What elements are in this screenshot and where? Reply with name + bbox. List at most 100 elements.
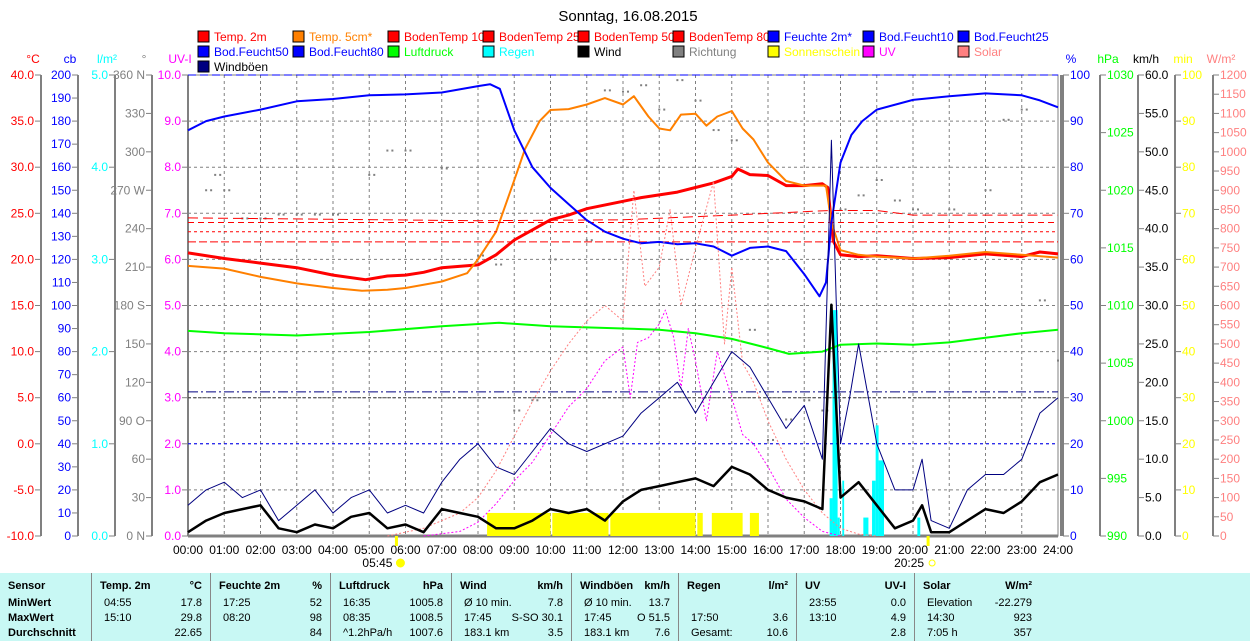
axis-tick-label: 350 (1220, 395, 1240, 409)
direction-dot (1062, 359, 1064, 362)
legend-swatch (482, 30, 495, 43)
direction-dot (821, 409, 824, 412)
legend-label: Bod.Feucht80 (309, 45, 384, 59)
axis-tick-label: 240 (125, 222, 145, 236)
direction-dot (803, 399, 806, 402)
direction-dot (790, 418, 793, 421)
rain-bar (872, 480, 876, 536)
direction-dot (844, 208, 847, 211)
axis-tick-label: 40.0 (11, 68, 35, 82)
rain-bar (863, 517, 869, 536)
direction-dot (839, 208, 842, 211)
axis-unit-sun: min (1173, 52, 1192, 66)
axis-tick-label: 4.0 (164, 345, 181, 359)
axis-tick-label: 20.0 (1145, 375, 1169, 389)
direction-dot (989, 189, 992, 192)
axis-tick-label: 60 (58, 391, 72, 405)
axis-tick-label: 1025 (1107, 126, 1134, 140)
cell-left: 04:55 (104, 597, 132, 609)
column-title: Temp. 2m (100, 580, 151, 592)
cell-value: 84 (309, 627, 322, 639)
axis-unit-wind: km/h (1133, 52, 1159, 66)
direction-dot (748, 328, 751, 331)
cell-value: 0.0 (890, 597, 906, 609)
direction-dot (862, 194, 865, 197)
column-title: Solar (923, 580, 951, 592)
axis-tick-label: 8.0 (164, 160, 181, 174)
legend-label: Feuchte 2m* (784, 30, 852, 44)
table-column-wind: Wind km/h Ø 10 min. 7.8 17:45 S-SO 30.1 183.1 … (451, 573, 571, 641)
axis-tick-label: 90 (58, 322, 72, 336)
axis-tick-label: 330 (125, 106, 145, 120)
axis-unit-rain: l/m² (97, 52, 117, 66)
axis-tick-label: 9.0 (164, 114, 181, 128)
legend-label: Regen (499, 45, 534, 59)
x-tick-label: 19:00 (862, 543, 892, 557)
axis-tick-label: 30.0 (1145, 299, 1169, 313)
axis-tick-label: 80 (1182, 160, 1196, 174)
cell-left: 08:35 (343, 612, 371, 624)
direction-dot (368, 173, 371, 176)
column-title: Windböen (580, 580, 634, 592)
row-label-min: MinWert (8, 597, 52, 609)
x-tick-label: 03:00 (282, 543, 312, 557)
legend-label: Richtung (689, 45, 736, 59)
legend-swatch (767, 45, 780, 58)
axis-tick-label: 5.0 (164, 299, 181, 313)
axis-tick-label: 50.0 (1145, 145, 1169, 159)
axis-tick-label: 1050 (1220, 126, 1247, 140)
cell-value: 357 (1013, 627, 1032, 639)
legend-swatch (577, 45, 590, 58)
axis-tick-label: 70 (1182, 206, 1196, 220)
sunset-label: 20:25 (894, 556, 924, 570)
axis-tick-label: 2.0 (91, 345, 108, 359)
axis-tick-label: 950 (1220, 164, 1240, 178)
legend-label: Bod.Feucht50 (214, 45, 289, 59)
axis-tick-label: 60 (132, 452, 146, 466)
axis-tick-label: 6.0 (164, 252, 181, 266)
x-tick-label: 09:00 (499, 543, 529, 557)
row-labels-column: Sensor MinWert MaxWert Durchschnitt (0, 573, 91, 641)
legend-label: BodenTemp 80 (689, 30, 770, 44)
axis-tick-label: 30 (132, 491, 146, 505)
x-tick-label: 13:00 (644, 543, 674, 557)
axis-tick-label: 2.0 (164, 437, 181, 451)
axis-tick-label: 190 (51, 91, 71, 105)
table-column-uv: UV UV-I 23:55 0.0 13:10 4.9 2.8 (796, 573, 914, 641)
axis-tick-label: 50 (1070, 299, 1084, 313)
x-tick-label: 02:00 (245, 543, 275, 557)
axis-tick-label: 600 (1220, 299, 1240, 313)
axis-tick-label: 4.0 (91, 160, 108, 174)
cell-value: 1008.5 (409, 612, 443, 624)
cell-value: 22.65 (174, 627, 202, 639)
axis-tick-label: 200 (1220, 452, 1240, 466)
axis-tick-label: 10 (1070, 483, 1084, 497)
x-tick-label: 14:00 (680, 543, 710, 557)
rain-bar (875, 425, 879, 536)
axis-tick-label: 150 (51, 183, 71, 197)
legend-label: Bod.Feucht10 (879, 30, 954, 44)
axis-tick-label: 40 (1182, 345, 1196, 359)
cell-left: 17:25 (223, 597, 251, 609)
direction-dot (440, 167, 443, 170)
column-unit: km/h (537, 580, 563, 592)
cell-value: 17.8 (180, 597, 202, 609)
axis-tick-label: 30 (58, 460, 72, 474)
legend-label: Temp. 5cm* (309, 30, 373, 44)
axis-tick-label: 550 (1220, 318, 1240, 332)
x-tick-label: 04:00 (318, 543, 348, 557)
legend-swatch (957, 30, 970, 43)
series-temp-5cm- (187, 95, 1059, 292)
axis-tick-label: 1.0 (164, 483, 181, 497)
cell-left: Gesamt: (691, 627, 733, 639)
cell-value: O 51.5 (636, 612, 670, 624)
axis-tick-label: 10.0 (1145, 452, 1169, 466)
column-unit: km/h (644, 580, 670, 592)
direction-dot (228, 189, 231, 192)
cell-left: 23:55 (809, 597, 837, 609)
direction-dots (205, 79, 1064, 441)
bar-series (487, 310, 921, 536)
axis-tick-label: 1020 (1107, 183, 1134, 197)
table-column-luftdruck: Luftdruck hPa 16:35 1005.8 08:35 1008.5 ^1.2hP… (330, 573, 451, 641)
axis-tick-label: 0 (1182, 529, 1189, 543)
